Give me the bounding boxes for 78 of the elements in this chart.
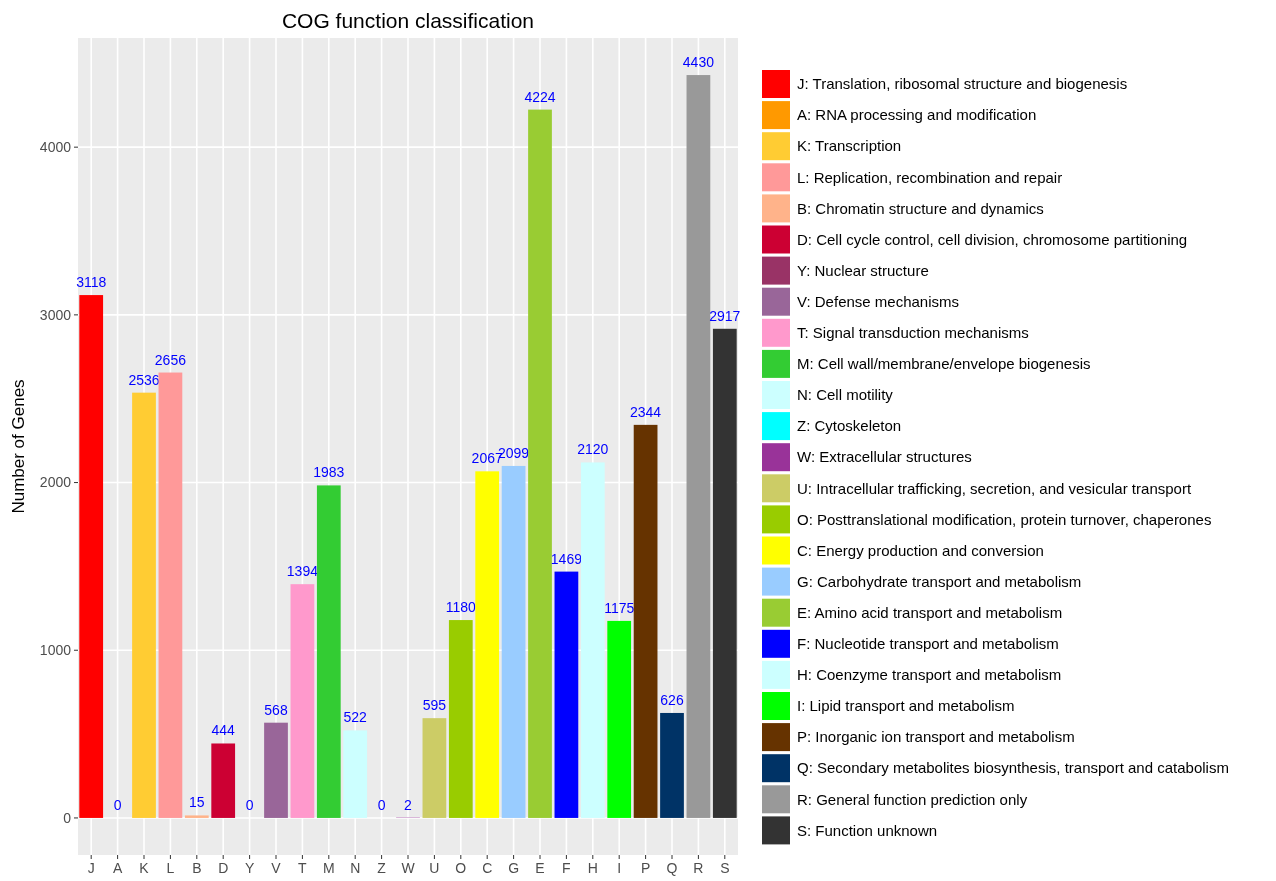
x-tick-label: D bbox=[218, 860, 229, 876]
x-tick-label: S bbox=[720, 860, 730, 876]
legend-label: J: Translation, ribosomal structure and biogenesis bbox=[797, 75, 1128, 93]
y-axis-title: Number of Genes bbox=[9, 379, 28, 514]
legend-label: A: RNA processing and modification bbox=[797, 106, 1037, 124]
chart-title: COG function classification bbox=[281, 9, 535, 32]
legend-label: R: General function prediction only bbox=[797, 790, 1028, 808]
legend-label: I: Lipid transport and metabolism bbox=[797, 697, 1015, 715]
data-label: 0 bbox=[245, 796, 254, 813]
legend-label: Q: Secondary metabolites biosynthesis, transport and catabolism bbox=[797, 759, 1229, 777]
data-label: 4430 bbox=[682, 54, 715, 71]
legend-label: F: Nucleotide transport and metabolism bbox=[797, 635, 1059, 653]
y-tick-label: 1000 bbox=[39, 642, 72, 659]
data-label: 0 bbox=[113, 796, 122, 813]
legend-label: P: Inorganic ion transport and metabolism bbox=[797, 728, 1075, 746]
legend-label: K: Transcription bbox=[797, 137, 902, 155]
legend-label: N: Cell motility bbox=[797, 386, 894, 404]
x-tick-label: W bbox=[401, 860, 416, 876]
x-tick-label: R bbox=[693, 860, 704, 876]
data-label: 1394 bbox=[286, 563, 319, 580]
x-tick-label: H bbox=[587, 860, 598, 876]
data-label: 0 bbox=[377, 796, 386, 813]
x-tick-label: A bbox=[112, 860, 123, 876]
legend-label: B: Chromatin structure and dynamics bbox=[797, 199, 1044, 217]
x-tick-label: J bbox=[87, 860, 95, 876]
data-label: 4224 bbox=[524, 88, 556, 105]
legend-label: D: Cell cycle control, cell division, chromosome partitioning bbox=[797, 230, 1188, 248]
x-tick-label: O bbox=[455, 860, 467, 876]
legend-label: V: Defense mechanisms bbox=[797, 292, 960, 310]
legend-label: L: Replication, recombination and repair bbox=[797, 168, 1063, 186]
x-tick-label: Y bbox=[244, 860, 255, 876]
legend-label: W: Extracellular structures bbox=[797, 448, 972, 466]
legend-label: S: Function unknown bbox=[797, 821, 938, 839]
data-label: 626 bbox=[660, 691, 684, 708]
x-tick-label: P bbox=[640, 860, 651, 876]
legend-label: H: Coenzyme transport and metabolism bbox=[797, 666, 1062, 684]
data-label: 2917 bbox=[709, 307, 741, 324]
legend-label: M: Cell wall/membrane/envelope biogenesis bbox=[797, 355, 1091, 373]
data-label: 2344 bbox=[630, 403, 662, 420]
x-tick-label: M bbox=[322, 860, 335, 876]
y-tick-label: 0 bbox=[63, 809, 72, 826]
x-tick-label: F bbox=[562, 860, 571, 876]
legend-label: G: Carbohydrate transport and metabolism bbox=[797, 572, 1082, 590]
x-tick-label: L bbox=[166, 860, 175, 876]
x-tick-label: G bbox=[508, 860, 520, 876]
data-label: 522 bbox=[343, 709, 368, 726]
x-tick-label: B bbox=[192, 860, 202, 876]
x-tick-label: T bbox=[298, 860, 308, 876]
data-label: 2 bbox=[404, 796, 413, 813]
y-tick-label: 2000 bbox=[39, 474, 72, 491]
legend-label: T: Signal transduction mechanisms bbox=[797, 324, 1029, 342]
legend-label: U: Intracellular trafficking, secretion, and vesicular transport bbox=[797, 479, 1192, 497]
y-tick-label: 4000 bbox=[39, 139, 72, 156]
x-tick-label: E bbox=[535, 860, 545, 876]
x-tick-label: C bbox=[482, 860, 493, 876]
x-tick-label: Q bbox=[666, 860, 678, 876]
data-label: 1983 bbox=[313, 464, 345, 481]
data-label: 595 bbox=[422, 697, 447, 714]
legend-label: E: Amino acid transport and metabolism bbox=[797, 603, 1063, 621]
x-tick-label: K bbox=[139, 860, 150, 876]
x-tick-label: V bbox=[271, 860, 282, 876]
legend-label: Y: Nuclear structure bbox=[797, 261, 929, 279]
data-label: 568 bbox=[264, 701, 288, 718]
data-label: 2656 bbox=[154, 351, 187, 368]
x-tick-label: I bbox=[617, 860, 622, 876]
data-label: 444 bbox=[211, 722, 236, 739]
y-tick-label: 3000 bbox=[39, 306, 72, 323]
data-label: 3118 bbox=[76, 274, 107, 291]
legend-label: Z: Cytoskeleton bbox=[797, 417, 902, 435]
x-tick-label: Z bbox=[377, 860, 387, 876]
legend-label: C: Energy production and conversion bbox=[797, 541, 1044, 559]
legend-label: O: Posttranslational modification, protein turnover, chaperones bbox=[797, 510, 1212, 528]
data-label: 2536 bbox=[128, 371, 160, 388]
x-tick-label: N bbox=[350, 860, 361, 876]
x-tick-label: U bbox=[429, 860, 440, 876]
data-label: 1175 bbox=[604, 599, 635, 616]
data-label: 2120 bbox=[577, 441, 609, 458]
data-label: 15 bbox=[189, 794, 205, 811]
